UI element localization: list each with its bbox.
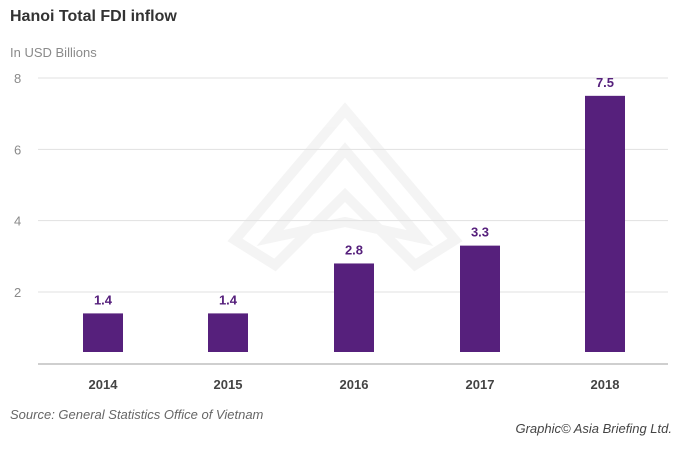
y-tick-label: 2 (14, 285, 21, 300)
data-label: 2.8 (345, 242, 363, 257)
y-tick-label: 8 (14, 71, 21, 86)
data-label: 7.5 (596, 75, 614, 90)
bar (83, 313, 123, 352)
x-tick-label: 2018 (591, 377, 620, 392)
bar (208, 313, 248, 352)
y-tick-label: 6 (14, 142, 21, 157)
data-label: 1.4 (219, 292, 238, 307)
x-tick-label: 2016 (340, 377, 369, 392)
chart-title: Hanoi Total FDI inflow (10, 8, 177, 25)
bar (585, 95, 625, 352)
credit-note: Graphic© Asia Briefing Ltd. (515, 421, 672, 436)
x-tick-label: 2017 (466, 377, 495, 392)
data-label: 1.4 (94, 292, 113, 307)
watermark-logo (227, 102, 463, 272)
bars (83, 95, 625, 352)
gridlines (38, 77, 668, 365)
chart-subtitle: In USD Billions (10, 45, 97, 60)
y-tick-label: 4 (14, 214, 21, 229)
data-labels: 1.4 1.4 2.8 3.3 7.5 (94, 75, 614, 308)
bar (460, 245, 500, 352)
x-tick-label: 2015 (214, 377, 243, 392)
data-label: 3.3 (471, 225, 489, 240)
x-tick-label: 2014 (89, 377, 119, 392)
bar (334, 263, 374, 352)
x-axis: 2014 2015 2016 2017 2018 (89, 377, 620, 392)
source-note: Source: General Statistics Office of Vie… (10, 407, 264, 422)
y-axis: 2 4 6 8 (14, 71, 21, 300)
